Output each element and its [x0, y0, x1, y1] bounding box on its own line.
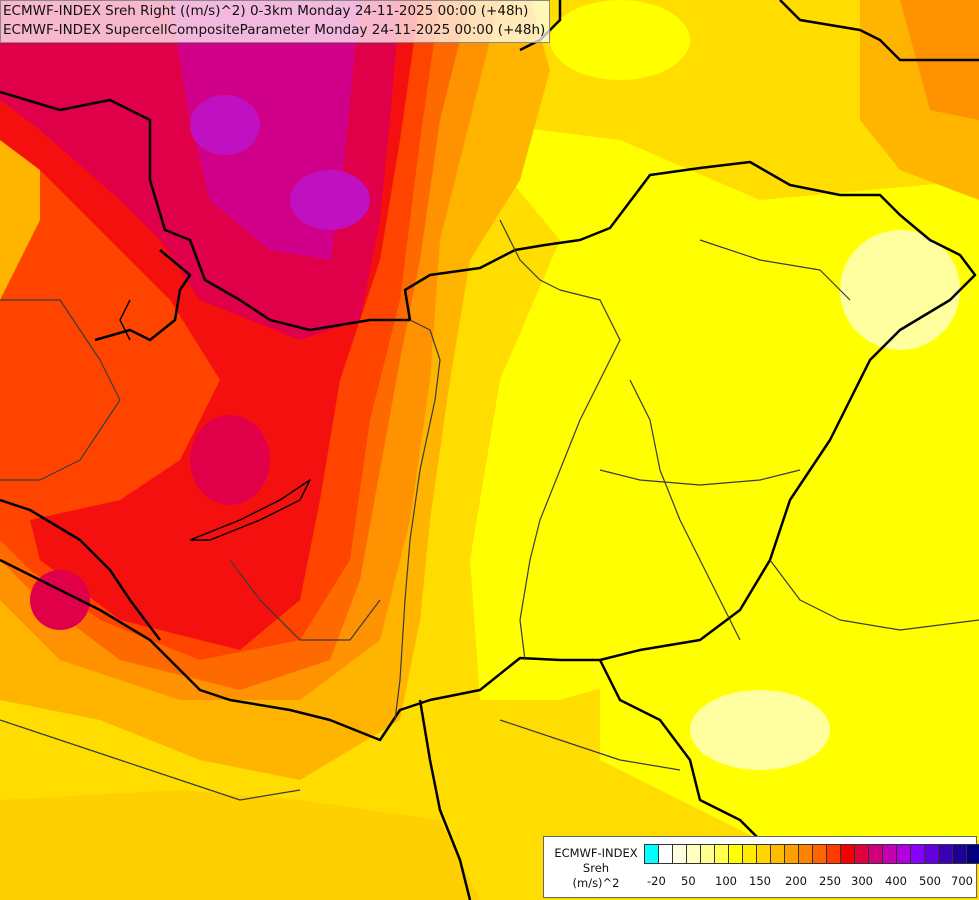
legend-tick-label: -20	[647, 874, 666, 888]
legend-tick-label: 50	[681, 874, 696, 888]
region-boundary	[599, 469, 801, 486]
region-boundary	[769, 559, 979, 631]
legend-tick-label: 200	[785, 874, 807, 888]
legend-swatches	[644, 844, 979, 864]
field-crimson-patch	[30, 570, 90, 630]
legend-swatch	[742, 844, 757, 864]
color-legend: ECMWF-INDEX Sreh (m/s)^2 -20 50 100 150 200 2…	[543, 836, 979, 898]
legend-unit: (m/s)^2	[572, 876, 620, 890]
map-title-box: ECMWF-INDEX Sreh Right ((m/s)^2) 0-3km M…	[0, 0, 551, 43]
field-gold-south	[0, 790, 480, 900]
legend-tick-label: 700	[951, 874, 973, 888]
legend-swatch	[840, 844, 855, 864]
national-border	[94, 249, 192, 342]
region-boundary	[0, 719, 301, 801]
legend-ticks: -20 50 100 150 200 250 300 400 500 700	[639, 874, 973, 890]
field-purple-core	[190, 95, 260, 155]
legend-tick-label: 250	[819, 874, 841, 888]
legend-swatch	[686, 844, 701, 864]
lake-outline	[119, 299, 131, 341]
field-pale-patch	[840, 230, 960, 350]
legend-swatch	[868, 844, 883, 864]
legend-swatch	[770, 844, 785, 864]
legend-swatch	[910, 844, 925, 864]
legend-tick-label: 400	[885, 874, 907, 888]
legend-swatch	[826, 844, 841, 864]
legend-swatch	[896, 844, 911, 864]
legend-tick-label: 150	[749, 874, 771, 888]
lake-outline	[189, 479, 311, 541]
legend-swatch	[938, 844, 953, 864]
field-crimson-patch	[190, 415, 270, 505]
legend-tick-label: 500	[919, 874, 941, 888]
region-boundary	[229, 559, 381, 641]
field-pale-patch	[690, 690, 830, 770]
map-title-scp: ECMWF-INDEX SupercellCompositeParameter …	[3, 22, 546, 38]
legend-swatch	[756, 844, 771, 864]
region-boundary	[699, 239, 851, 301]
region-boundary	[0, 299, 121, 481]
legend-swatch	[784, 844, 799, 864]
legend-swatch	[812, 844, 827, 864]
region-boundary	[394, 319, 441, 721]
national-border	[0, 498, 161, 641]
legend-swatch	[952, 844, 967, 864]
legend-parameter: Sreh	[582, 861, 610, 875]
national-border	[0, 90, 977, 742]
legend-swatch	[728, 844, 743, 864]
legend-swatch	[658, 844, 673, 864]
legend-swatch	[924, 844, 939, 864]
legend-tick-label: 100	[715, 874, 737, 888]
legend-swatch	[966, 844, 979, 864]
legend-swatch	[700, 844, 715, 864]
river-line	[499, 219, 561, 291]
national-border	[779, 0, 979, 62]
legend-swatch	[798, 844, 813, 864]
map-title-sreh: ECMWF-INDEX Sreh Right ((m/s)^2) 0-3km M…	[3, 3, 529, 19]
river-line	[629, 379, 741, 641]
legend-swatch	[882, 844, 897, 864]
legend-source: ECMWF-INDEX	[554, 846, 638, 860]
field-purple-core	[290, 170, 370, 230]
legend-swatch	[714, 844, 729, 864]
river-line	[499, 719, 681, 771]
legend-swatch	[672, 844, 687, 864]
national-border	[418, 699, 472, 900]
legend-swatch	[854, 844, 869, 864]
legend-tick-label: 300	[851, 874, 873, 888]
legend-label: ECMWF-INDEX Sreh (m/s)^2	[550, 846, 642, 891]
river-line	[519, 289, 621, 661]
legend-swatch	[644, 844, 659, 864]
field-yellow-north	[550, 0, 690, 80]
national-border	[598, 659, 761, 841]
